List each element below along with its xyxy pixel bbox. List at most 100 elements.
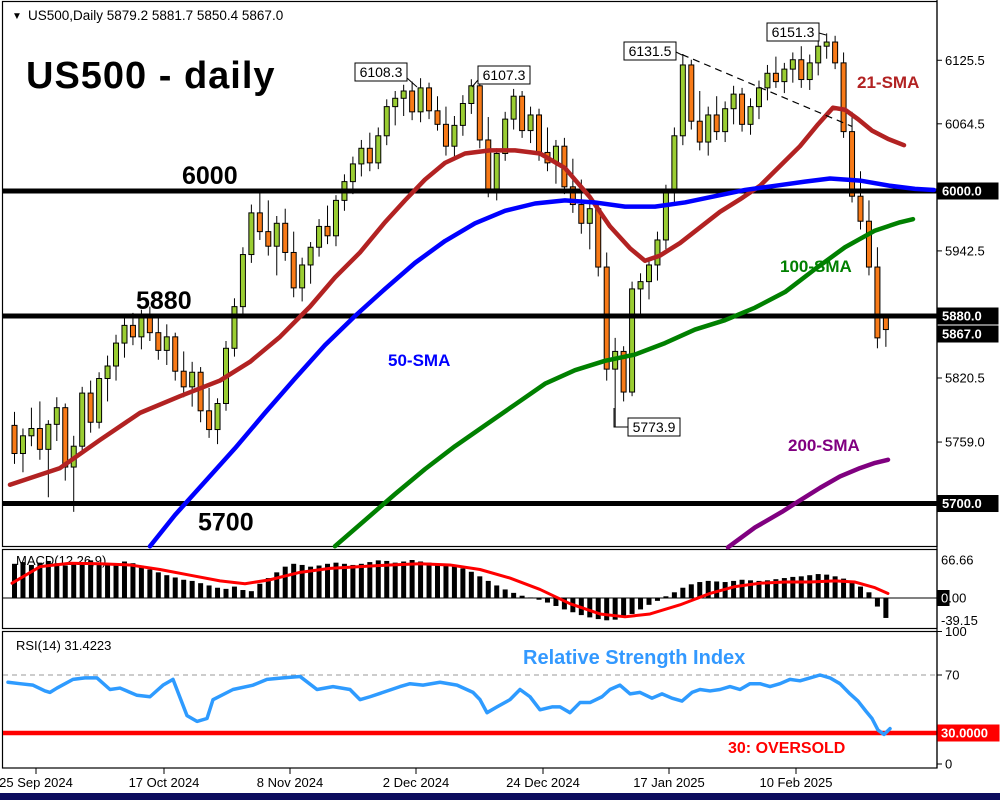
macd-axis-label-inverse: 0 <box>941 591 948 606</box>
candle-body <box>459 102 466 126</box>
date-label: 25 Sep 2024 <box>0 775 73 790</box>
price-level-label: 5880 <box>136 287 192 315</box>
price-axis-label: 6064.5 <box>945 116 985 131</box>
panel-border-2 <box>1 630 938 769</box>
macd-histogram-bar <box>807 575 813 598</box>
candle-body <box>155 332 162 351</box>
macd-histogram-bar <box>248 591 254 598</box>
macd-histogram-bar <box>409 560 415 598</box>
macd-histogram-bar <box>231 586 237 598</box>
macd-histogram-bar <box>291 563 297 598</box>
macd-signal-line <box>10 561 890 619</box>
macd-histogram-bar <box>121 561 127 598</box>
macd-axis-label: 66.66 <box>941 553 974 568</box>
candle-body <box>764 72 771 89</box>
candle-body <box>146 316 153 334</box>
callout-box <box>766 22 820 42</box>
macd-axis-label: -39.15 <box>941 613 978 628</box>
macd-histogram-bar <box>714 581 720 598</box>
price-badge <box>937 495 999 513</box>
candle-body <box>172 336 179 372</box>
macd-histogram-bar <box>181 579 187 598</box>
candle-body <box>798 59 805 81</box>
macd-histogram-bar <box>874 598 880 607</box>
macd-histogram-bar <box>477 576 483 598</box>
macd-histogram-bar <box>764 580 770 598</box>
macd-histogram-bar <box>155 572 161 598</box>
candle-body <box>713 114 720 133</box>
window-bottom-strip <box>0 793 1000 800</box>
candle-body <box>383 106 390 137</box>
macd-histogram-bar <box>28 564 34 598</box>
macd-histogram-bar <box>325 563 331 598</box>
candle-body <box>468 85 475 104</box>
macd-histogram-bar <box>147 569 153 598</box>
macd-histogram-bar <box>815 574 821 598</box>
candle-body <box>409 90 416 113</box>
macd-histogram-bar <box>130 563 136 598</box>
candle-body <box>79 392 86 447</box>
price-axis-label: 5759.0 <box>945 435 985 450</box>
price-badge <box>937 307 999 325</box>
candle-body <box>121 324 128 344</box>
macd-histogram-bar <box>308 566 314 598</box>
candle-body <box>806 62 813 81</box>
price-axis-label: 5942.5 <box>945 243 985 258</box>
macd-histogram-bar <box>79 562 85 598</box>
macd-histogram-bar <box>595 598 601 620</box>
candle-body <box>62 407 69 468</box>
macd-histogram-bar <box>62 565 68 598</box>
candle-body <box>662 191 669 241</box>
macd-histogram-bar <box>705 580 711 598</box>
rsi-badge-label: 30.0000 <box>941 726 988 741</box>
callout-price-label: 6131.5 <box>629 43 672 59</box>
candle-body <box>392 97 399 108</box>
macd-histogram-bar <box>316 565 322 598</box>
candle-body <box>299 264 306 289</box>
candle-body <box>772 72 779 83</box>
macd-histogram-bar <box>629 598 635 614</box>
candle-body <box>485 139 492 190</box>
rsi-axis-label: 100 <box>945 624 967 639</box>
macd-histogram-bar <box>460 568 466 598</box>
price-badge-label: 5867.0 <box>942 327 982 342</box>
macd-histogram-bar <box>71 563 77 598</box>
date-label: 8 Nov 2024 <box>257 775 324 790</box>
candle-body <box>19 435 26 455</box>
macd-histogram-bar <box>553 598 559 606</box>
price-badge <box>937 182 999 200</box>
macd-histogram-bar <box>299 564 305 598</box>
candle-body <box>426 87 433 112</box>
macd-histogram-bar <box>240 590 246 598</box>
macd-histogram-bar <box>494 585 500 598</box>
candle-body <box>87 392 94 423</box>
macd-histogram-bar <box>274 572 280 598</box>
price-badge-label: 5700.0 <box>942 496 982 511</box>
callout-connector <box>406 77 418 88</box>
candle-body <box>366 147 373 164</box>
candle-body <box>747 106 754 125</box>
candle-body <box>282 222 289 253</box>
candle-body <box>256 212 263 233</box>
macd-histogram-bar <box>105 564 111 598</box>
date-axis[interactable]: 25 Sep 2024 17 Oct 2024 8 Nov 2024 2 Dec 20… <box>0 768 833 790</box>
candle-body <box>307 246 314 266</box>
panel-borders <box>1 0 938 769</box>
macd-histogram-bar <box>451 566 457 598</box>
macd-histogram-bar <box>739 579 745 598</box>
macd-histogram-bar <box>282 566 288 598</box>
macd-histogram-bar <box>45 560 51 598</box>
candle-body <box>874 266 881 339</box>
macd-histogram-bar <box>528 597 534 598</box>
date-label: 24 Dec 2024 <box>506 775 580 790</box>
candle-body <box>197 371 204 412</box>
price-axis[interactable]: 6125.56064.56003.55942.55820.55759.06000… <box>936 0 1000 772</box>
candle-body <box>138 316 145 338</box>
rsi-line <box>6 673 892 737</box>
macd-histogram-bar <box>646 598 652 605</box>
candle-body <box>510 95 517 120</box>
callout-connector <box>613 408 628 428</box>
date-label: 17 Jan 2025 <box>633 775 705 790</box>
candle-body <box>586 208 593 224</box>
